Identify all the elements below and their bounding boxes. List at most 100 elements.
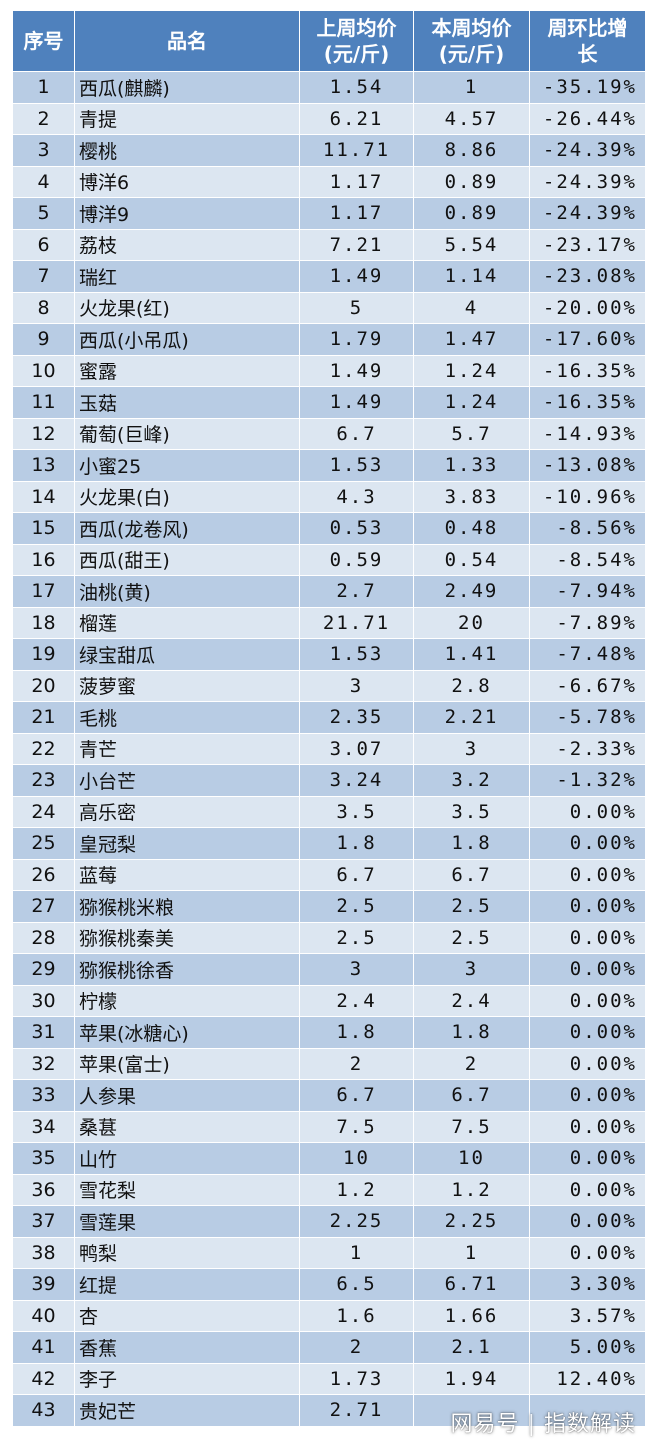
table-row: 24 高乐密 3.5 3.5 0.00% bbox=[12, 795, 646, 828]
this-week-price-cell: 5.54 bbox=[413, 228, 530, 261]
this-week-price-cell: 2.8 bbox=[413, 669, 530, 702]
row-index-cell: 34 bbox=[12, 1110, 75, 1143]
week-change-cell: -8.56% bbox=[529, 512, 646, 545]
last-week-price-cell: 3 bbox=[299, 953, 414, 986]
product-name-cell: 绿宝甜瓜 bbox=[74, 638, 300, 671]
product-name-cell: 榴莲 bbox=[74, 606, 300, 639]
table-row: 1 西瓜(麒麟) 1.54 1 -35.19% bbox=[12, 71, 646, 104]
product-name-cell: 皇冠梨 bbox=[74, 827, 300, 860]
table-row: 31 苹果(冰糖心) 1.8 1.8 0.00% bbox=[12, 1016, 646, 1049]
last-week-price-cell: 6.7 bbox=[299, 1079, 414, 1112]
week-change-cell: -7.94% bbox=[529, 575, 646, 608]
row-index-cell: 39 bbox=[12, 1268, 75, 1301]
product-name-cell: 博洋9 bbox=[74, 197, 300, 230]
last-week-price-cell: 3 bbox=[299, 669, 414, 702]
row-index-cell: 38 bbox=[12, 1236, 75, 1269]
this-week-price-cell: 1.24 bbox=[413, 354, 530, 387]
product-name-cell: 西瓜(龙卷风) bbox=[74, 512, 300, 545]
row-index-cell: 35 bbox=[12, 1142, 75, 1175]
week-change-cell: 0.00% bbox=[529, 858, 646, 891]
last-week-price-cell: 6.7 bbox=[299, 858, 414, 891]
product-name-cell: 荔枝 bbox=[74, 228, 300, 261]
week-change-cell: -10.96% bbox=[529, 480, 646, 513]
product-name-cell: 桑葚 bbox=[74, 1110, 300, 1143]
last-week-price-cell: 7.5 bbox=[299, 1110, 414, 1143]
product-name-cell: 高乐密 bbox=[74, 795, 300, 828]
this-week-price-cell: 2 bbox=[413, 1047, 530, 1080]
this-week-price-cell: 2.4 bbox=[413, 984, 530, 1017]
week-change-cell: -2.33% bbox=[529, 732, 646, 765]
last-week-price-cell: 2 bbox=[299, 1047, 414, 1080]
this-week-price-cell: 0.89 bbox=[413, 165, 530, 198]
row-index-cell: 25 bbox=[12, 827, 75, 860]
table-row: 14 火龙果(白) 4.3 3.83 -10.96% bbox=[12, 480, 646, 513]
table-row: 36 雪花梨 1.2 1.2 0.00% bbox=[12, 1173, 646, 1206]
watermark-account: 指数解读 bbox=[543, 1412, 636, 1437]
product-name-cell: 贵妃芒 bbox=[74, 1394, 300, 1427]
this-week-price-cell: 1.14 bbox=[413, 260, 530, 293]
week-change-cell: -17.60% bbox=[529, 323, 646, 356]
last-week-price-cell: 7.21 bbox=[299, 228, 414, 261]
this-week-price-cell: 1.8 bbox=[413, 1016, 530, 1049]
product-name-cell: 玉菇 bbox=[74, 386, 300, 419]
product-name-cell: 蜜露 bbox=[74, 354, 300, 387]
this-week-price-cell: 5.7 bbox=[413, 417, 530, 450]
header-product-name: 品名 bbox=[74, 10, 300, 72]
week-change-cell: 0.00% bbox=[529, 890, 646, 923]
this-week-price-cell: 7.5 bbox=[413, 1110, 530, 1143]
this-week-price-cell: 6.7 bbox=[413, 858, 530, 891]
table-row: 12 葡萄(巨峰) 6.7 5.7 -14.93% bbox=[12, 417, 646, 450]
row-index-cell: 3 bbox=[12, 134, 75, 167]
week-change-cell: 0.00% bbox=[529, 1173, 646, 1206]
this-week-price-cell bbox=[413, 1394, 530, 1427]
last-week-price-cell: 3.5 bbox=[299, 795, 414, 828]
last-week-price-cell: 1.17 bbox=[299, 165, 414, 198]
last-week-price-cell: 21.71 bbox=[299, 606, 414, 639]
product-name-cell: 葡萄(巨峰) bbox=[74, 417, 300, 450]
product-name-cell: 雪花梨 bbox=[74, 1173, 300, 1206]
table-row: 22 青芒 3.07 3 -2.33% bbox=[12, 732, 646, 765]
product-name-cell: 苹果(冰糖心) bbox=[74, 1016, 300, 1049]
week-change-cell: -24.39% bbox=[529, 165, 646, 198]
row-index-cell: 17 bbox=[12, 575, 75, 608]
product-name-cell: 猕猴桃秦美 bbox=[74, 921, 300, 954]
product-name-cell: 人参果 bbox=[74, 1079, 300, 1112]
table-row: 32 苹果(富士) 2 2 0.00% bbox=[12, 1047, 646, 1080]
product-name-cell: 苹果(富士) bbox=[74, 1047, 300, 1080]
table-row: 21 毛桃 2.35 2.21 -5.78% bbox=[12, 701, 646, 734]
week-change-cell: 12.40% bbox=[529, 1362, 646, 1395]
table-row: 4 博洋6 1.17 0.89 -24.39% bbox=[12, 165, 646, 198]
week-change-cell: -16.35% bbox=[529, 386, 646, 419]
product-name-cell: 瑞红 bbox=[74, 260, 300, 293]
row-index-cell: 21 bbox=[12, 701, 75, 734]
row-index-cell: 37 bbox=[12, 1205, 75, 1238]
last-week-price-cell: 2.7 bbox=[299, 575, 414, 608]
last-week-price-cell: 2.71 bbox=[299, 1394, 414, 1427]
last-week-price-cell: 1.49 bbox=[299, 354, 414, 387]
last-week-price-cell: 2.4 bbox=[299, 984, 414, 1017]
week-change-cell: 0.00% bbox=[529, 1079, 646, 1112]
row-index-cell: 8 bbox=[12, 291, 75, 324]
this-week-price-cell: 1.2 bbox=[413, 1173, 530, 1206]
week-change-cell: 3.57% bbox=[529, 1299, 646, 1332]
table-row: 15 西瓜(龙卷风) 0.53 0.48 -8.56% bbox=[12, 512, 646, 545]
this-week-price-cell: 1.8 bbox=[413, 827, 530, 860]
table-row: 7 瑞红 1.49 1.14 -23.08% bbox=[12, 260, 646, 293]
this-week-price-cell: 2.49 bbox=[413, 575, 530, 608]
row-index-cell: 9 bbox=[12, 323, 75, 356]
last-week-price-cell: 2.35 bbox=[299, 701, 414, 734]
product-name-cell: 小蜜25 bbox=[74, 449, 300, 482]
this-week-price-cell: 1.66 bbox=[413, 1299, 530, 1332]
row-index-cell: 27 bbox=[12, 890, 75, 923]
week-change-cell: 0.00% bbox=[529, 1110, 646, 1143]
product-name-cell: 雪莲果 bbox=[74, 1205, 300, 1238]
this-week-price-cell: 1.94 bbox=[413, 1362, 530, 1395]
watermark-brand: 网易号 bbox=[450, 1412, 520, 1437]
row-index-cell: 24 bbox=[12, 795, 75, 828]
last-week-price-cell: 6.21 bbox=[299, 102, 414, 135]
week-change-cell: 0.00% bbox=[529, 953, 646, 986]
week-change-cell: 0.00% bbox=[529, 1142, 646, 1175]
product-name-cell: 西瓜(小吊瓜) bbox=[74, 323, 300, 356]
table-row: 25 皇冠梨 1.8 1.8 0.00% bbox=[12, 827, 646, 860]
product-name-cell: 李子 bbox=[74, 1362, 300, 1395]
